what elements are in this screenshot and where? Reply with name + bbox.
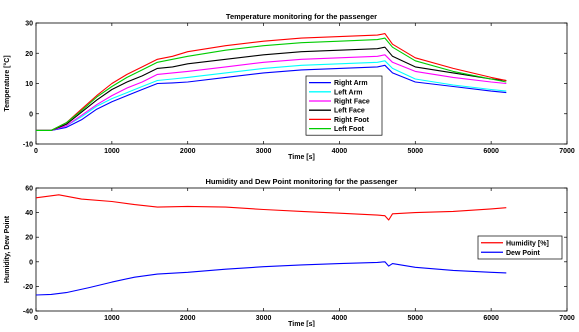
y-axis-label: Humidity, Dew Point [4,215,11,283]
x-tick-label: 1000 [104,315,120,322]
chart-panel-2: Humidity and Dew Point monitoring for th… [4,177,575,328]
chart-panel-1: Temperature monitoring for the passenger… [3,12,575,161]
x-tick-label: 7000 [559,315,575,322]
x-tick-label: 2000 [180,315,196,322]
x-tick-label: 6000 [483,148,499,155]
series-line-right-arm [36,64,507,131]
series-line-left-face [36,46,507,131]
y-tick-label: 0 [29,111,33,118]
y-tick-label: -40 [23,309,33,316]
series-line-right-foot [36,33,507,131]
x-tick-label: 5000 [407,148,423,155]
x-tick-label: 0 [34,148,38,155]
legend-entry: Right Foot [334,117,370,124]
y-tick-label: 40 [25,210,33,217]
y-tick-label: 10 [25,81,33,88]
series-line-left-arm [36,60,507,131]
x-tick-label: 4000 [332,315,348,322]
x-tick-label: 3000 [256,148,272,155]
legend-box [477,235,563,260]
y-tick-label: 20 [25,51,33,58]
legend-entry: Right Arm [334,80,368,87]
x-axis-label: Time [s] [288,321,315,327]
legend-entry: Dew Point [506,250,541,257]
chart-title: Temperature monitoring for the passenger [226,12,377,21]
x-tick-label: 5000 [407,315,423,322]
plot-frame [35,22,568,145]
x-tick-label: 3000 [256,315,272,322]
x-tick-label: 0 [34,315,38,322]
y-tick-label: -10 [23,142,33,149]
y-axis-label: Temperature [°C] [3,55,11,111]
series-line-right-face [36,54,507,131]
x-tick-label: 4000 [332,148,348,155]
legend: Humidity [%] Dew Point [477,235,563,260]
series-line-left-foot [36,37,507,131]
y-tick-label: 20 [25,235,33,242]
x-tick-label: 7000 [559,148,575,155]
legend-entry: Left Face [334,108,365,115]
legend-entry: Right Face [334,99,370,106]
legend: Right Arm Left Arm Right Face Left Face Righ… [305,75,383,136]
series-line-humidity [35,194,507,221]
y-tick-label: 60 [25,186,33,193]
legend-entry: Left Foot [334,126,365,133]
x-tick-label: 1000 [104,148,120,155]
x-tick-label: 6000 [483,315,499,322]
legend-entry: Humidity [%] [506,240,549,247]
y-tick-label: 0 [29,259,33,266]
x-axis-label: Time [s] [288,154,315,161]
chart-title: Humidity and Dew Point monitoring for th… [205,177,397,186]
legend-box [305,75,383,136]
series-line-dew-point [35,261,507,296]
y-tick-label: 30 [25,21,33,28]
x-tick-label: 2000 [180,148,196,155]
legend-entry: Left Arm [334,89,363,96]
y-tick-label: -20 [23,284,33,291]
